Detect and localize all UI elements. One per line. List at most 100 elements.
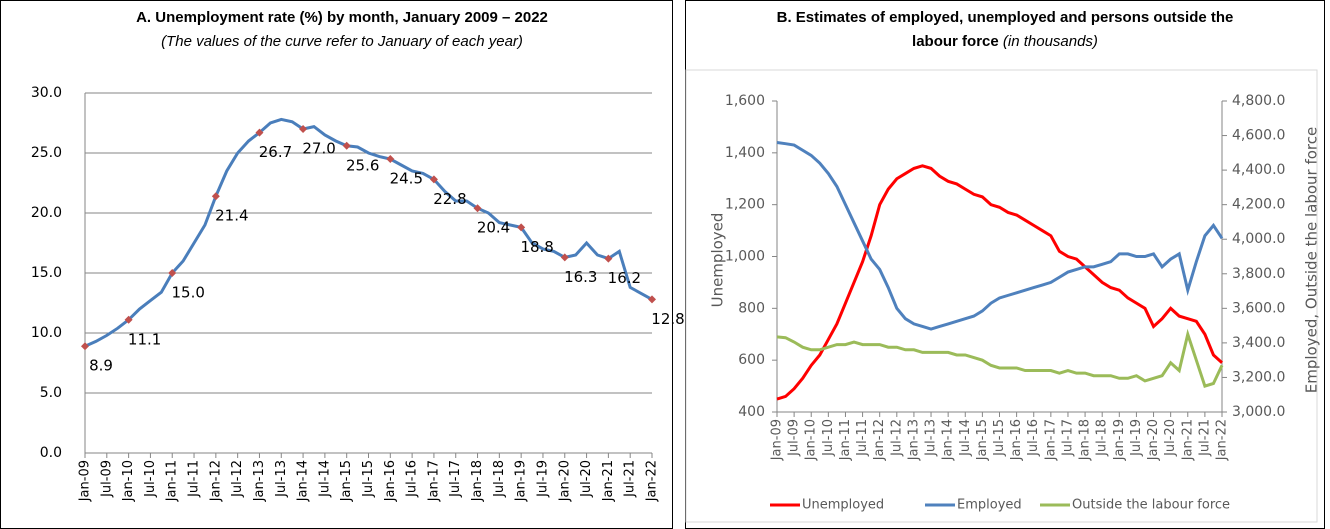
x-tick-label: Jul-14	[958, 419, 973, 457]
data-line	[776, 328, 1224, 388]
data-label: 8.9	[89, 357, 113, 375]
y2-tick-label: 3,400.0	[1232, 335, 1285, 351]
x-tick-label: Jan-11	[165, 460, 180, 502]
data-label: 25.6	[346, 156, 379, 174]
data-marker	[560, 253, 569, 262]
x-tick-label: Jul-13	[924, 419, 939, 457]
x-tick-label: Jul-18	[1095, 419, 1110, 457]
data-label: 15.0	[172, 284, 205, 302]
data-label: 26.7	[259, 143, 292, 161]
data-marker	[124, 315, 133, 324]
y-tick-label: 10.0	[31, 325, 62, 341]
y-tick-label: 20.0	[31, 205, 62, 221]
x-tick-label: Jul-14	[317, 460, 332, 498]
x-tick-label: Jan-17	[1043, 419, 1058, 461]
x-tick-label: Jan-10	[121, 460, 136, 502]
x-tick-label: Jan-15	[975, 419, 990, 461]
y-tick-label: 25.0	[31, 145, 62, 161]
x-tick-label: Jul-09	[787, 419, 802, 457]
x-tick-label: Jul-12	[889, 419, 904, 457]
y-tick-label: 800	[738, 300, 765, 316]
x-tick-label: Jul-16	[405, 460, 420, 498]
x-tick-label: Jan-18	[470, 460, 485, 502]
y-tick-label: 400	[738, 404, 765, 420]
data-marker	[255, 128, 264, 137]
panel-b-chart-frame	[685, 69, 1318, 523]
y2-tick-label: 4,800.0	[1232, 93, 1285, 109]
x-tick-label: Jan-14	[941, 419, 956, 461]
chart-subtitle: (The values of the curve refer to Januar…	[161, 33, 523, 50]
data-marker	[168, 269, 177, 277]
x-tick-label: Jan-12	[208, 460, 223, 502]
x-tick-label: Jul-13	[274, 460, 289, 498]
x-tick-label: Jan-10	[804, 419, 819, 461]
y2-tick-label: 3,000.0	[1232, 404, 1285, 420]
data-label: 11.1	[128, 330, 161, 348]
y2-tick-label: 4,000.0	[1232, 231, 1285, 247]
legend-label: Outside the labour force	[1072, 498, 1230, 513]
data-label: 16.3	[564, 268, 597, 286]
x-tick-label: Jan-13	[906, 419, 921, 461]
y-tick-label: 1,200	[725, 197, 765, 213]
x-tick-label: Jul-10	[143, 460, 158, 498]
x-tick-label: Jan-20	[1146, 419, 1161, 461]
y-tick-label: 15.0	[31, 265, 62, 281]
data-label: 21.4	[215, 207, 248, 225]
data-marker	[604, 254, 613, 263]
x-tick-label: Jul-15	[992, 419, 1007, 457]
x-tick-label: Jul-16	[1026, 419, 1041, 457]
y2-axis-label: Employed, Outside the labour force	[1303, 127, 1321, 393]
data-marker	[342, 141, 351, 150]
x-tick-label: Jul-19	[535, 460, 550, 498]
x-tick-label: Jan-13	[252, 460, 267, 502]
data-marker	[299, 125, 308, 133]
x-tick-label: Jan-12	[872, 419, 887, 461]
y-tick-label: 1,000	[725, 249, 765, 265]
x-tick-label: Jan-19	[1112, 419, 1127, 461]
y-tick-label: 1,600	[725, 93, 765, 109]
x-tick-label: Jan-16	[1009, 419, 1024, 461]
chart-title: labour force	[912, 33, 999, 50]
y2-tick-label: 3,800.0	[1232, 266, 1285, 282]
y2-tick-label: 4,200.0	[1232, 197, 1285, 213]
x-tick-label: Jan-15	[339, 460, 354, 502]
x-tick-label: Jul-21	[1197, 419, 1212, 457]
panel-a-frame	[0, 0, 673, 529]
y-tick-label: 1,400	[725, 145, 765, 161]
data-line	[84, 117, 653, 348]
data-marker	[648, 295, 656, 304]
legend-label: Unemployed	[802, 498, 884, 513]
data-marker	[386, 155, 395, 163]
chart-title: A. Unemployment rate (%) by month, Janua…	[136, 9, 548, 26]
x-tick-label: Jul-18	[492, 460, 507, 498]
x-tick-label: Jan-14	[296, 460, 311, 502]
x-tick-label: Jul-17	[448, 460, 463, 498]
y-tick-label: 30.0	[31, 85, 62, 101]
x-tick-label: Jul-17	[1060, 419, 1075, 457]
x-tick-label: Jan-09	[770, 419, 785, 461]
x-tick-label: Jul-11	[187, 460, 202, 498]
x-tick-label: Jan-19	[514, 460, 529, 502]
data-marker	[81, 342, 89, 351]
x-tick-label: Jul-12	[230, 460, 245, 498]
x-tick-label: Jan-09	[78, 460, 93, 502]
data-label: 22.8	[433, 190, 466, 208]
x-tick-label: Jan-21	[601, 460, 616, 502]
y-tick-label: 5.0	[40, 385, 62, 401]
data-marker	[517, 223, 526, 232]
x-tick-label: Jul-11	[855, 419, 870, 457]
x-tick-label: Jul-21	[623, 460, 638, 498]
x-tick-label: Jul-20	[1163, 419, 1178, 457]
data-line	[776, 164, 1224, 401]
x-tick-label: Jan-16	[383, 460, 398, 502]
data-marker	[211, 192, 220, 201]
data-label: 12.8	[651, 310, 684, 328]
x-tick-label: Jul-19	[1129, 419, 1144, 457]
data-label: 24.5	[390, 170, 423, 188]
legend-label: Employed	[957, 498, 1022, 513]
chart-title: labour force (in thousands)	[912, 33, 1098, 50]
y-axis-label: Unemployed	[709, 213, 727, 308]
y-tick-label: 0.0	[40, 445, 62, 461]
x-tick-label: Jan-20	[557, 460, 572, 502]
